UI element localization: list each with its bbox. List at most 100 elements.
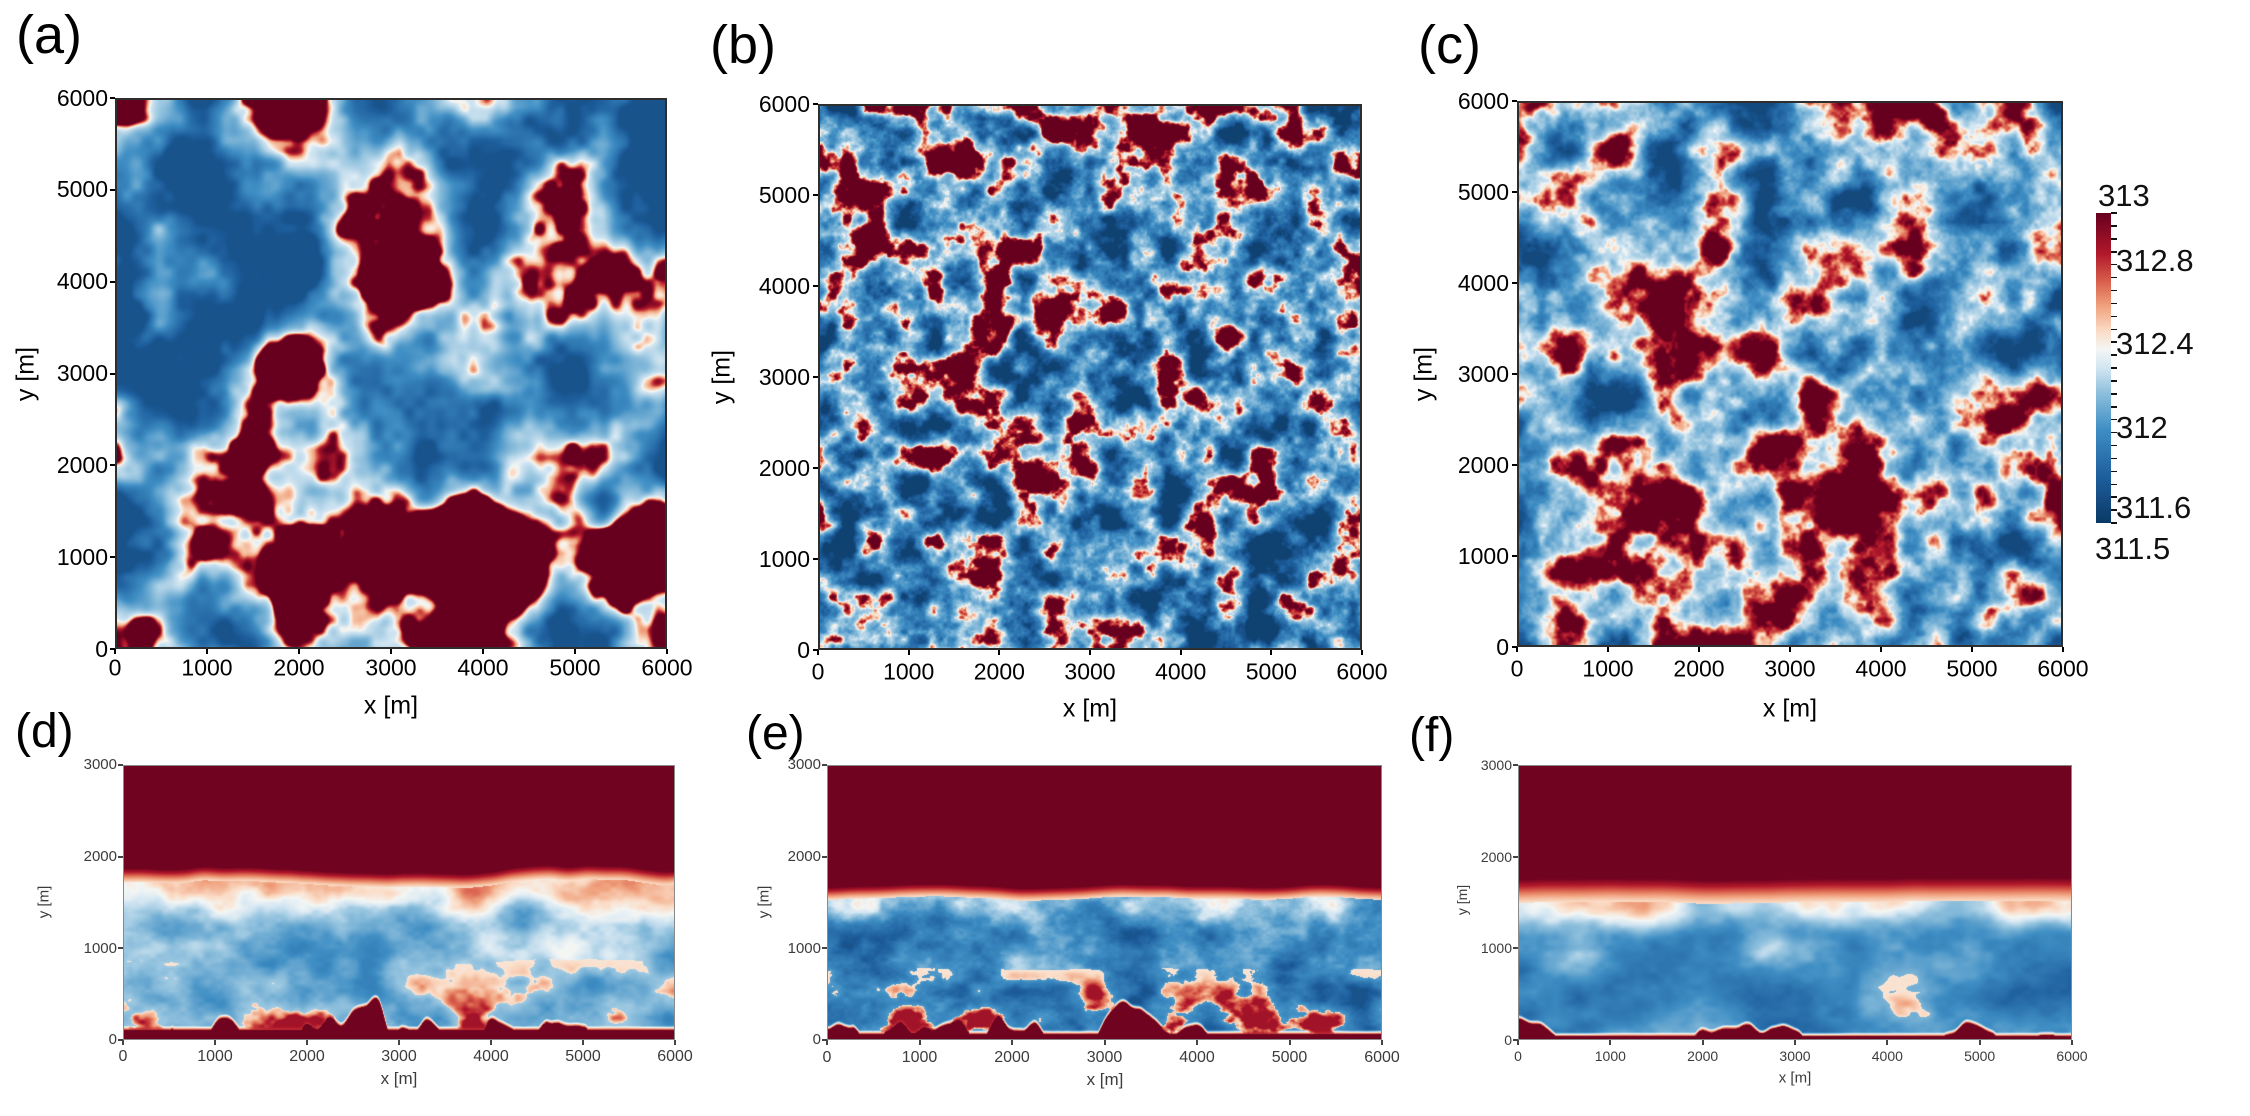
panel-letter-f: (f) bbox=[1409, 709, 1455, 762]
panel-letter-c: (c) bbox=[1418, 15, 1481, 75]
colorbar-tickmark bbox=[2111, 380, 2117, 382]
x-tick-label: 6000 bbox=[1364, 1049, 1400, 1066]
colorbar-tickmark bbox=[2111, 470, 2117, 473]
x-tickmark bbox=[1609, 1040, 1612, 1045]
y-axis-title: y [m] bbox=[1454, 884, 1470, 916]
x-tickmark bbox=[1089, 650, 1091, 655]
y-tickmark bbox=[813, 285, 818, 287]
y-tickmark bbox=[822, 855, 827, 858]
y-tickmark bbox=[1513, 764, 1518, 766]
x-axis-title: x [m] bbox=[1778, 1069, 1812, 1087]
y-tick-label: 3000 bbox=[83, 756, 117, 774]
x-tickmark bbox=[817, 650, 819, 655]
x-tick-label: 4000 bbox=[1179, 1049, 1215, 1066]
x-tickmark bbox=[490, 1040, 492, 1045]
y-tickmark bbox=[813, 649, 818, 651]
colorbar-value-label: 312 bbox=[2116, 410, 2168, 445]
x-tick-label: 0 bbox=[1510, 655, 1524, 682]
x-tickmark bbox=[1361, 650, 1363, 655]
x-tickmark bbox=[114, 649, 116, 654]
y-tickmark bbox=[1512, 100, 1517, 102]
x-tickmark bbox=[1978, 1040, 1981, 1045]
x-tickmark bbox=[1971, 647, 1973, 652]
x-tick-label: 1000 bbox=[1582, 655, 1634, 682]
y-tickmark bbox=[1512, 191, 1517, 193]
y-tick-label: 1000 bbox=[1480, 940, 1512, 957]
x-tick-label: 3000 bbox=[1086, 1049, 1123, 1066]
y-tick-label: 5000 bbox=[1457, 178, 1509, 205]
x-tick-label: 6000 bbox=[657, 1048, 693, 1065]
colorbar-tickmark bbox=[2111, 212, 2117, 214]
x-tickmark bbox=[1880, 647, 1882, 652]
colorbar-tickmark bbox=[2111, 315, 2117, 318]
x-tick-label: 3000 bbox=[1764, 655, 1816, 682]
x-tickmark bbox=[1516, 647, 1518, 652]
x-tick-label: 1000 bbox=[197, 1048, 233, 1065]
panel-letter-e: (e) bbox=[746, 707, 805, 760]
y-tickmark bbox=[1512, 464, 1517, 466]
x-tick-label: 0 bbox=[108, 654, 122, 681]
colorbar-tickmark bbox=[2111, 289, 2117, 292]
colorbar-tickmark bbox=[2111, 341, 2117, 343]
y-tick-label: 0 bbox=[108, 1031, 117, 1049]
y-tickmark bbox=[1512, 282, 1517, 284]
x-tickmark bbox=[582, 1040, 584, 1045]
x-tick-label: 1000 bbox=[181, 654, 233, 681]
x-tick-label: 6000 bbox=[2056, 1048, 2088, 1064]
x-tickmark bbox=[998, 650, 1001, 655]
colorbar-tickmark bbox=[2111, 251, 2117, 253]
x-tickmark bbox=[306, 1040, 308, 1045]
y-tick-label: 6000 bbox=[758, 90, 810, 117]
x-tickmark bbox=[122, 1040, 124, 1045]
colorbar-value-label: 311.6 bbox=[2116, 490, 2192, 525]
x-tick-label: 2000 bbox=[289, 1048, 325, 1065]
y-tick-label: 2000 bbox=[1480, 848, 1512, 865]
y-tickmark bbox=[822, 1039, 827, 1041]
x-tick-label: 5000 bbox=[1271, 1049, 1308, 1066]
x-tickmark bbox=[1103, 1040, 1106, 1045]
x-tickmark bbox=[1381, 1040, 1383, 1045]
colorbar-tickmark bbox=[2111, 418, 2117, 421]
y-tick-label: 1000 bbox=[83, 939, 117, 957]
y-tick-label: 0 bbox=[812, 1031, 821, 1049]
y-tickmark bbox=[118, 947, 123, 950]
y-tickmark bbox=[110, 648, 115, 650]
x-tick-label: 0 bbox=[118, 1048, 128, 1065]
y-tickmark bbox=[822, 947, 827, 950]
colorbar-tickmark bbox=[2111, 444, 2117, 447]
x-tickmark bbox=[1179, 650, 1182, 655]
x-tick-label: 6000 bbox=[2037, 655, 2089, 682]
x-tick-label: 0 bbox=[822, 1049, 832, 1066]
y-tickmark bbox=[110, 97, 115, 99]
y-tickmark bbox=[118, 855, 123, 858]
colorbar-tickmark bbox=[2111, 354, 2117, 356]
x-tickmark bbox=[826, 1040, 828, 1045]
y-tickmark bbox=[822, 764, 827, 766]
y-tick-label: 4000 bbox=[758, 272, 810, 299]
y-tick-label: 3000 bbox=[1457, 360, 1509, 387]
colorbar-tickmark bbox=[2111, 328, 2117, 330]
x-tickmark bbox=[206, 649, 208, 654]
x-tick-label: 5000 bbox=[1245, 658, 1297, 685]
y-tick-label: 2000 bbox=[758, 454, 810, 481]
heatmap-xsec-f bbox=[1518, 765, 2072, 1040]
panel-letter-a: (a) bbox=[16, 5, 82, 65]
heatmap-xsec-d bbox=[123, 765, 675, 1040]
heatmap-xsec-e bbox=[827, 765, 1382, 1040]
colorbar-tickmark bbox=[2111, 393, 2117, 395]
colorbar-tickmark bbox=[2111, 522, 2117, 524]
colorbar-value-label: 312.8 bbox=[2116, 243, 2194, 278]
y-tick-label: 2000 bbox=[83, 847, 117, 865]
x-tick-label: 5000 bbox=[1946, 655, 1998, 682]
colorbar-tickmark bbox=[2111, 431, 2117, 434]
x-tick-label: 5000 bbox=[1964, 1048, 1996, 1064]
x-axis-title: x [m] bbox=[1062, 694, 1118, 723]
colorbar-value-label: 312.4 bbox=[2116, 326, 2194, 361]
y-tickmark bbox=[813, 558, 818, 560]
y-tickmark bbox=[110, 280, 115, 283]
y-tickmark bbox=[1512, 646, 1517, 648]
y-tick-label: 3000 bbox=[787, 756, 821, 774]
x-tick-label: 3000 bbox=[381, 1048, 417, 1065]
colorbar-tickmark bbox=[2111, 367, 2117, 369]
